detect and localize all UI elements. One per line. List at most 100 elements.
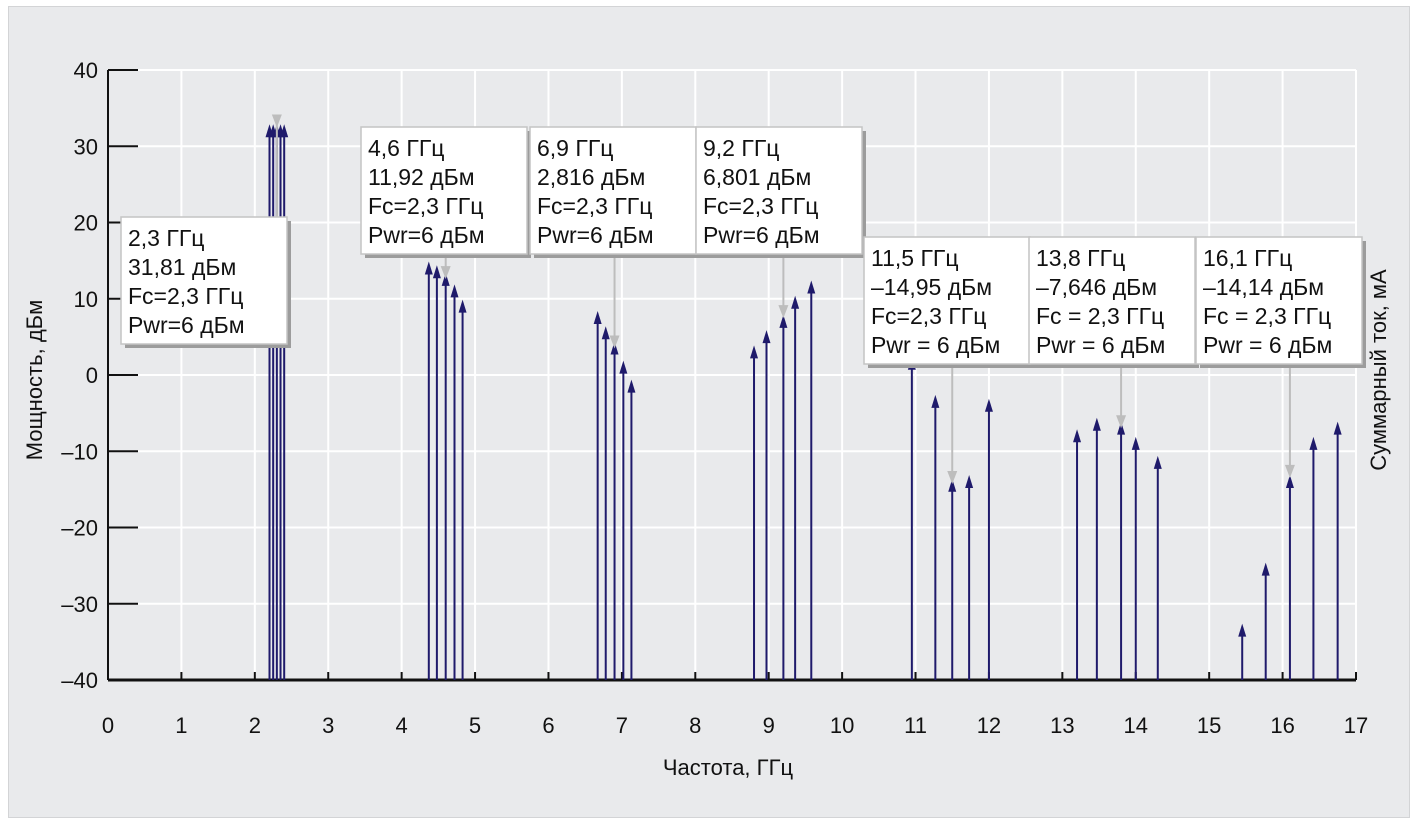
stem-arrow	[619, 360, 628, 374]
stem	[948, 478, 957, 680]
annotation-box	[360, 126, 528, 255]
stem-arrow	[593, 311, 602, 324]
annotation-box	[1028, 236, 1196, 365]
annotation-line: Pwr=6 дБм	[537, 222, 654, 248]
stem-arrow	[441, 272, 450, 286]
stem-arrow	[791, 295, 800, 309]
annotation-line: 11,5 ГГц	[871, 245, 959, 271]
stem-arrow	[1309, 436, 1318, 450]
annotation-line: Fc=2,3 ГГц	[128, 283, 243, 309]
stem	[593, 311, 602, 680]
x-tick-label: 0	[102, 713, 114, 738]
stem	[432, 265, 441, 680]
stem	[1261, 562, 1270, 680]
x-tick-label: 2	[249, 713, 261, 738]
stem	[984, 398, 993, 680]
y-axis-title: Мощность, дБм	[22, 300, 47, 460]
stem-arrow	[1285, 474, 1294, 488]
stem	[424, 261, 433, 680]
annotation-arrow	[947, 470, 958, 484]
annotation-line: Pwr=6 дБм	[368, 222, 485, 248]
x-tick-label: 17	[1344, 713, 1368, 738]
annotation-arrow	[440, 266, 451, 280]
annotation-arrow	[1116, 415, 1127, 429]
x-tick-label: 1	[175, 713, 187, 738]
stem	[931, 394, 940, 680]
annotation: 4,6 ГГц 11,92 дБм Fc=2,3 ГГц Pwr=6 дБм	[360, 126, 531, 280]
x-tick-label: 9	[763, 713, 775, 738]
x-tick-label: 6	[542, 713, 554, 738]
stem-arrow	[1131, 436, 1140, 450]
annotation-arrow	[271, 114, 282, 128]
stem-arrow	[1333, 421, 1342, 435]
axes: 0 1 2 3 4 5 6 7 8 9 10 11 12 13 14 15 16 17403020100–10–2…	[61, 58, 1368, 738]
annotation: 9,2 ГГц 6,801 дБм Fc=2,3 ГГц Pwr=6 дБм	[695, 126, 866, 319]
annotation-line: Pwr = 6 дБм	[871, 332, 1000, 358]
stem-arrow	[762, 330, 771, 344]
x-tick-label: 11	[904, 713, 927, 738]
annotation-line: 13,8 ГГц	[1036, 245, 1125, 271]
stem	[450, 284, 459, 680]
annotation-line: 6,801 дБм	[703, 164, 811, 190]
annotation-line: Pwr = 6 дБм	[1203, 332, 1332, 358]
stem	[1131, 436, 1140, 680]
y-tick-label: 20	[74, 211, 98, 236]
stem	[441, 272, 450, 680]
y2-axis-title: Суммарный ток, мА	[1366, 269, 1391, 471]
stem	[1285, 474, 1294, 680]
annotation-line: Fc=2,3 ГГц	[368, 193, 483, 219]
stem-arrow	[984, 398, 993, 412]
x-tick-label: 10	[830, 713, 854, 738]
stem	[807, 280, 816, 680]
stem-arrow	[1092, 417, 1101, 431]
stem-arrow	[1153, 455, 1162, 469]
y-tick-label: –20	[61, 516, 98, 541]
x-tick-label: 16	[1270, 713, 1294, 738]
annotation-arrow	[1284, 464, 1295, 478]
annotation-line: Fc=2,3 ГГц	[537, 193, 652, 219]
x-tick-label: 13	[1050, 713, 1074, 738]
annotation-arrow	[778, 305, 789, 319]
x-tick-label: 4	[396, 713, 408, 738]
annotation-line: –14,14 дБм	[1203, 274, 1324, 300]
x-tick-label: 15	[1197, 713, 1221, 738]
stem-arrow	[1261, 562, 1270, 576]
x-tick-label: 3	[322, 713, 334, 738]
annotation-line: 31,81 дБм	[128, 254, 236, 280]
stem	[1309, 436, 1318, 680]
x-tick-label: 14	[1124, 713, 1148, 738]
stem-arrow	[965, 474, 974, 488]
annotation-box	[120, 216, 288, 345]
annotation-line: Pwr = 6 дБм	[1036, 332, 1165, 358]
annotation-box	[695, 126, 863, 255]
annotation-line: 16,1 ГГц	[1203, 245, 1292, 271]
stem	[458, 299, 467, 680]
y-tick-label: –10	[61, 439, 98, 464]
annotation-box	[529, 126, 697, 255]
stem	[750, 345, 759, 680]
x-axis-title: Частота, ГГц	[663, 755, 794, 780]
stem-arrow	[424, 261, 433, 275]
stem	[1092, 417, 1101, 680]
stem	[791, 295, 800, 680]
stem	[762, 330, 771, 680]
stem-arrow	[601, 326, 610, 340]
annotation-line: 9,2 ГГц	[703, 135, 779, 161]
annotation: 11,5 ГГц –14,95 дБм Fc=2,3 ГГц Pwr = 6 дБм	[863, 236, 1034, 484]
stem-arrow	[1238, 623, 1247, 637]
stem-arrow	[458, 299, 467, 313]
y-tick-label: –30	[61, 592, 98, 617]
stem	[619, 360, 628, 680]
annotation-line: Fc=2,3 ГГц	[703, 193, 818, 219]
x-tick-label: 7	[616, 713, 628, 738]
annotation: 16,1 ГГц –14,14 дБм Fc = 2,3 ГГц Pwr = 6 дБ…	[1195, 236, 1366, 478]
x-tick-label: 12	[977, 713, 1001, 738]
annotation-line: Fc = 2,3 ГГц	[1036, 303, 1164, 329]
annotation-line: 6,9 ГГц	[537, 135, 613, 161]
stem	[1333, 421, 1342, 680]
stem-arrow	[779, 314, 788, 328]
y-tick-label: 10	[74, 287, 98, 312]
stem	[1238, 623, 1247, 680]
